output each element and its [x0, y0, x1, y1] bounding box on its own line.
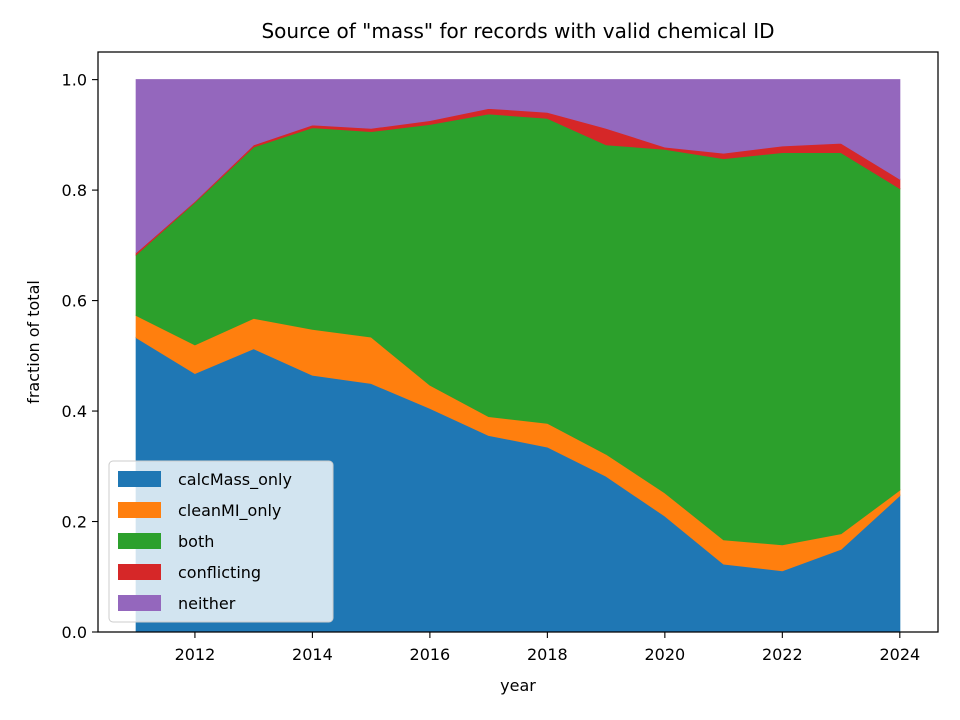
chart-title: Source of "mass" for records with valid … — [261, 19, 774, 43]
legend-label-neither: neither — [178, 594, 236, 613]
legend-swatch-conflicting — [118, 564, 161, 580]
area-neither — [135, 79, 901, 254]
legend-box — [108, 460, 334, 623]
x-axis-label: year — [500, 676, 536, 695]
y-tick-label: 1.0 — [62, 71, 87, 90]
y-tick-label: 0.4 — [62, 402, 87, 421]
legend-label-both: both — [178, 532, 214, 551]
y-axis-label: fraction of total — [24, 280, 43, 404]
y-tick-label: 0.0 — [62, 623, 87, 642]
x-tick-label: 2022 — [762, 645, 803, 664]
legend-swatch-both — [118, 533, 161, 549]
legend-swatch-calcMass_only — [118, 471, 161, 487]
x-tick-label: 2020 — [644, 645, 685, 664]
y-tick-label: 0.8 — [62, 181, 87, 200]
x-tick-label: 2014 — [292, 645, 333, 664]
y-tick-label: 0.6 — [62, 292, 87, 311]
legend-swatch-neither — [118, 595, 161, 611]
x-tick-label: 2018 — [527, 645, 568, 664]
legend-swatch-cleanMI_only — [118, 502, 161, 518]
x-axis-ticks: 2012 2014 2016 2018 2020 2022 2024 — [175, 632, 920, 664]
legend-label-cleanMI_only: cleanMI_only — [178, 501, 281, 521]
legend-label-conflicting: conflicting — [178, 563, 261, 582]
plot-frame — [97, 51, 939, 633]
legend-label-calcMass_only: calcMass_only — [178, 470, 292, 490]
y-tick-label: 0.2 — [62, 513, 87, 532]
x-tick-label: 2024 — [879, 645, 920, 664]
x-tick-label: 2016 — [410, 645, 451, 664]
y-axis-ticks: 0.0 0.2 0.4 0.6 0.8 1.0 — [62, 71, 98, 642]
x-tick-label: 2012 — [175, 645, 216, 664]
